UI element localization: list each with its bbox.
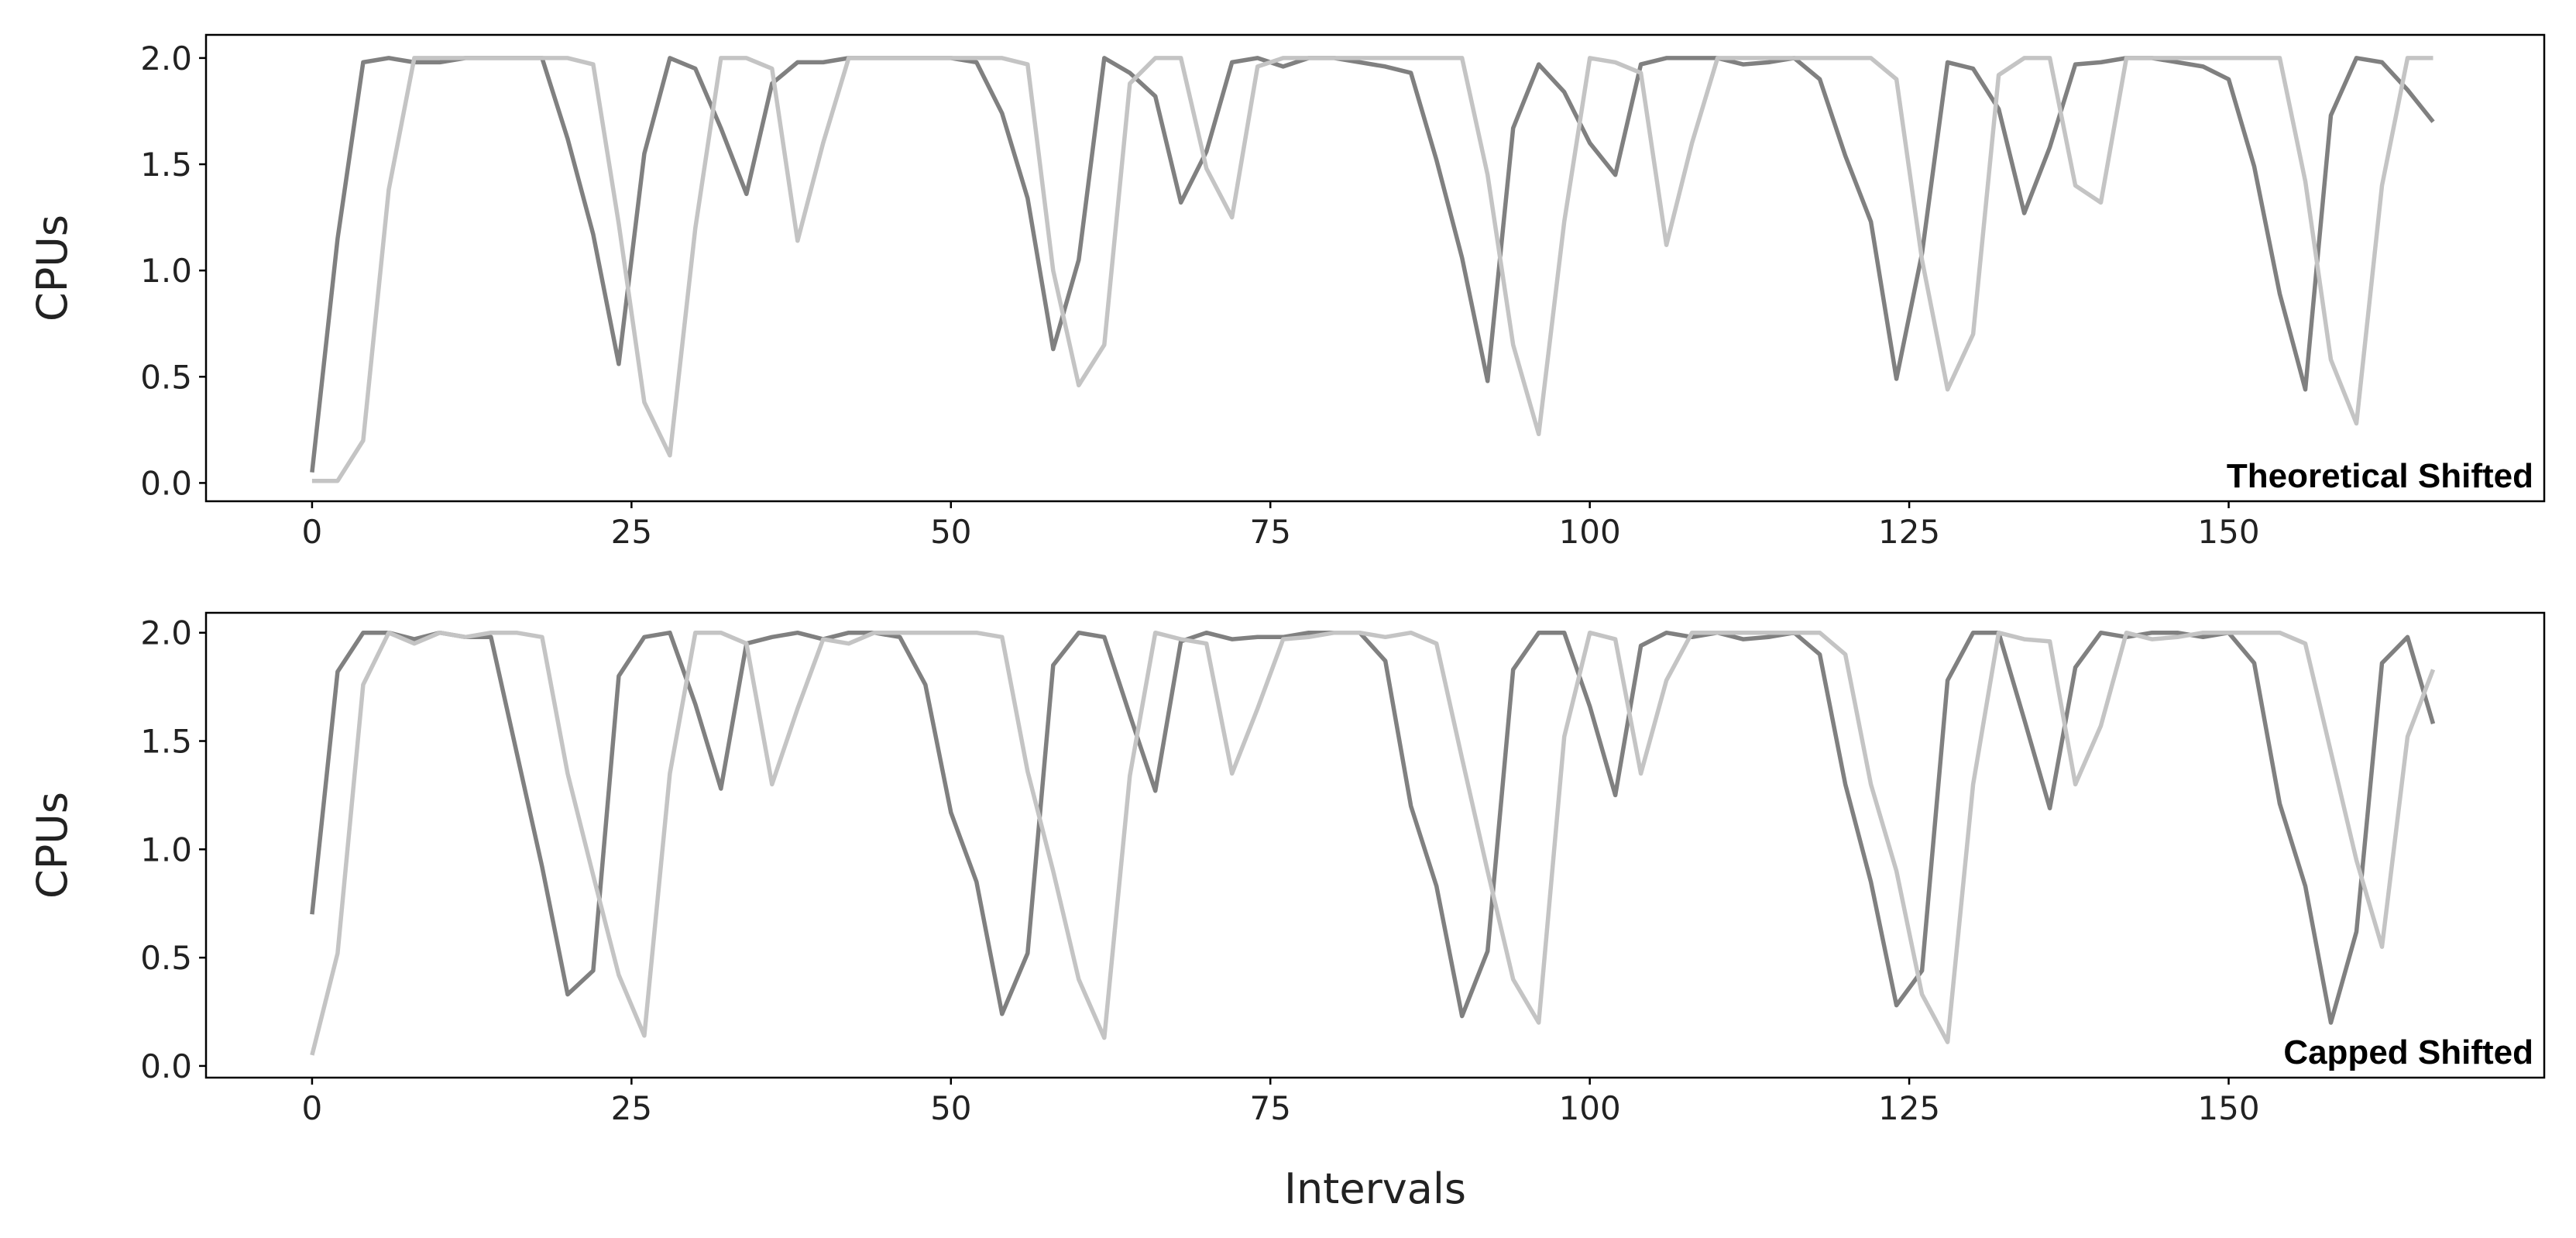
axes-frame bbox=[204, 611, 2546, 1079]
annotation: Capped Shifted bbox=[2283, 1033, 2533, 1071]
y-tick-label: 1.5 bbox=[140, 723, 192, 761]
x-tick-label: 0 bbox=[302, 1089, 323, 1127]
y-tick-label: 1.5 bbox=[140, 146, 192, 184]
x-tick-label: 100 bbox=[1559, 1089, 1621, 1127]
x-tick-label: 125 bbox=[1878, 513, 1940, 551]
y-tick-label: 1.0 bbox=[140, 252, 192, 290]
x-tick-label: 25 bbox=[611, 513, 652, 551]
y-axis-label: CPUs bbox=[28, 215, 77, 322]
x-tick-label: 0 bbox=[302, 513, 323, 551]
y-tick-label: 0.0 bbox=[140, 464, 192, 502]
y-tick-label: 2.0 bbox=[140, 40, 192, 77]
x-tick-label: 125 bbox=[1878, 1089, 1940, 1127]
x-tick-label: 150 bbox=[2197, 513, 2259, 551]
data-line bbox=[311, 56, 2433, 483]
y-axis-label: CPUs bbox=[28, 792, 77, 899]
x-tick-label: 50 bbox=[930, 1089, 971, 1127]
x-tick-label: 100 bbox=[1559, 513, 1621, 551]
x-tick-label: 50 bbox=[930, 513, 971, 551]
data-line bbox=[310, 630, 2436, 1056]
x-axis-label: Intervals bbox=[1284, 1164, 1466, 1213]
y-tick-label: 1.0 bbox=[140, 830, 192, 868]
data-line bbox=[310, 56, 2435, 473]
y-tick-label: 0.5 bbox=[140, 939, 192, 977]
x-tick-label: 150 bbox=[2197, 1089, 2259, 1127]
data-line bbox=[310, 630, 2436, 1025]
x-tick-label: 75 bbox=[1249, 513, 1290, 551]
axes-frame bbox=[204, 33, 2546, 503]
x-tick-label: 25 bbox=[611, 1089, 652, 1127]
x-tick-label: 75 bbox=[1249, 1089, 1290, 1127]
annotation: Theoretical Shifted bbox=[2227, 457, 2533, 495]
y-tick-label: 0.5 bbox=[140, 358, 192, 396]
y-tick-label: 0.0 bbox=[140, 1047, 192, 1085]
y-tick-label: 2.0 bbox=[140, 614, 192, 652]
